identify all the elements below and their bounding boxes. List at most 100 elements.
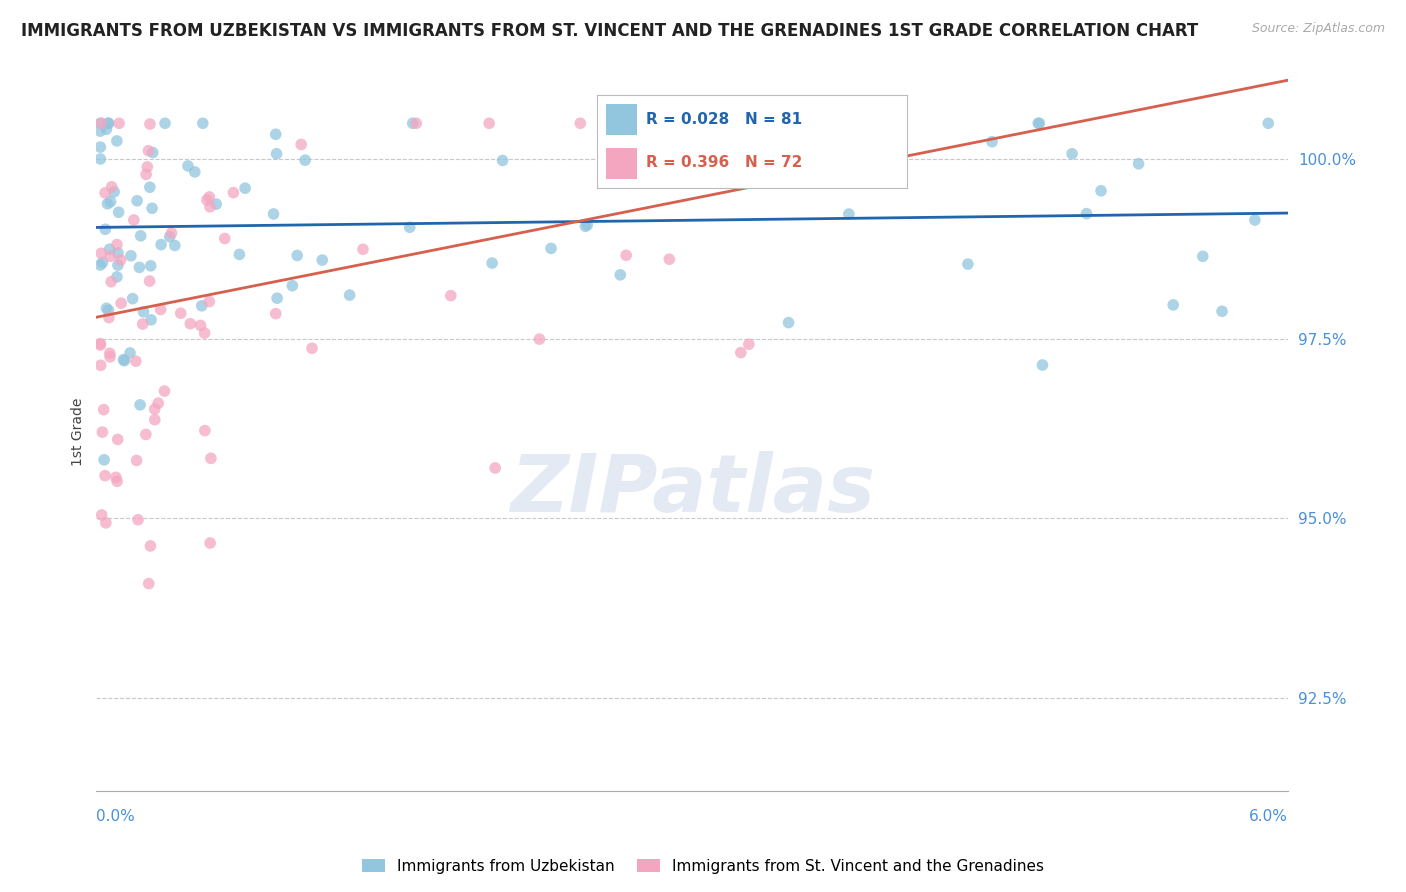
Point	[108, 116, 131, 130]
Point	[352, 242, 374, 256]
Point	[160, 226, 183, 240]
Point	[107, 258, 129, 272]
Point	[98, 346, 121, 360]
Point	[97, 116, 120, 130]
Point	[290, 137, 312, 152]
Point	[138, 576, 160, 591]
Point	[159, 229, 181, 244]
Point	[153, 384, 176, 398]
Point	[139, 259, 162, 273]
Point	[614, 248, 637, 262]
Point	[118, 346, 141, 360]
Point	[143, 402, 166, 417]
Point	[90, 246, 112, 260]
Point	[956, 257, 979, 271]
Point	[1244, 213, 1267, 227]
Point	[89, 140, 111, 154]
Point	[778, 316, 800, 330]
Point	[120, 249, 142, 263]
Point	[153, 116, 176, 130]
Point	[132, 305, 155, 319]
Legend: Immigrants from Uzbekistan, Immigrants from St. Vincent and the Grenadines: Immigrants from Uzbekistan, Immigrants f…	[356, 853, 1050, 880]
Point	[94, 186, 117, 200]
Point	[658, 252, 681, 267]
Point	[198, 294, 221, 309]
Point	[105, 475, 128, 489]
Point	[170, 306, 193, 320]
Point	[98, 350, 121, 364]
Text: ZIPatlas: ZIPatlas	[510, 450, 875, 529]
Point	[139, 180, 162, 194]
Point	[179, 317, 201, 331]
Point	[1031, 358, 1053, 372]
Point	[139, 313, 162, 327]
Point	[142, 145, 165, 160]
Point	[405, 116, 427, 130]
Point	[148, 396, 170, 410]
Point	[89, 338, 111, 352]
Point	[96, 122, 118, 136]
Point	[149, 302, 172, 317]
Point	[198, 536, 221, 550]
Point	[540, 241, 562, 255]
Point	[281, 278, 304, 293]
Point	[266, 146, 288, 161]
Point	[264, 307, 287, 321]
Point	[93, 452, 115, 467]
Point	[97, 310, 120, 325]
Point	[294, 153, 316, 168]
Point	[263, 207, 285, 221]
Point	[481, 256, 503, 270]
Point	[112, 352, 135, 367]
Point	[121, 292, 143, 306]
Point	[89, 116, 111, 130]
Point	[91, 255, 114, 269]
Point	[103, 185, 125, 199]
Text: Source: ZipAtlas.com: Source: ZipAtlas.com	[1251, 22, 1385, 36]
Point	[1028, 116, 1050, 130]
Point	[184, 165, 207, 179]
Point	[110, 252, 132, 267]
Point	[135, 427, 157, 442]
Point	[266, 291, 288, 305]
Point	[1026, 116, 1049, 130]
Point	[97, 303, 120, 318]
Point	[311, 253, 333, 268]
Point	[89, 152, 111, 166]
Point	[98, 242, 121, 256]
Point	[1128, 157, 1150, 171]
Point	[141, 201, 163, 215]
Point	[1076, 207, 1098, 221]
Point	[838, 207, 860, 221]
Point	[89, 124, 111, 138]
Point	[100, 179, 122, 194]
Point	[194, 326, 217, 340]
Point	[90, 116, 112, 130]
Point	[478, 116, 501, 130]
Point	[89, 258, 111, 272]
Point	[484, 461, 506, 475]
Point	[107, 205, 129, 219]
Point	[129, 228, 152, 243]
Point	[228, 247, 250, 261]
Point	[94, 222, 117, 236]
Point	[131, 317, 153, 331]
Point	[440, 288, 463, 302]
Point	[1257, 116, 1279, 130]
Point	[110, 296, 132, 310]
Point	[100, 194, 122, 209]
Point	[127, 513, 149, 527]
Point	[529, 332, 551, 346]
Point	[94, 468, 117, 483]
Point	[233, 181, 256, 195]
Point	[90, 359, 112, 373]
Point	[100, 275, 122, 289]
Point	[138, 144, 160, 158]
Point	[150, 237, 173, 252]
Point	[139, 117, 162, 131]
Point	[125, 453, 148, 467]
Point	[125, 354, 148, 368]
Point	[107, 433, 129, 447]
Point	[143, 413, 166, 427]
Point	[94, 516, 117, 530]
